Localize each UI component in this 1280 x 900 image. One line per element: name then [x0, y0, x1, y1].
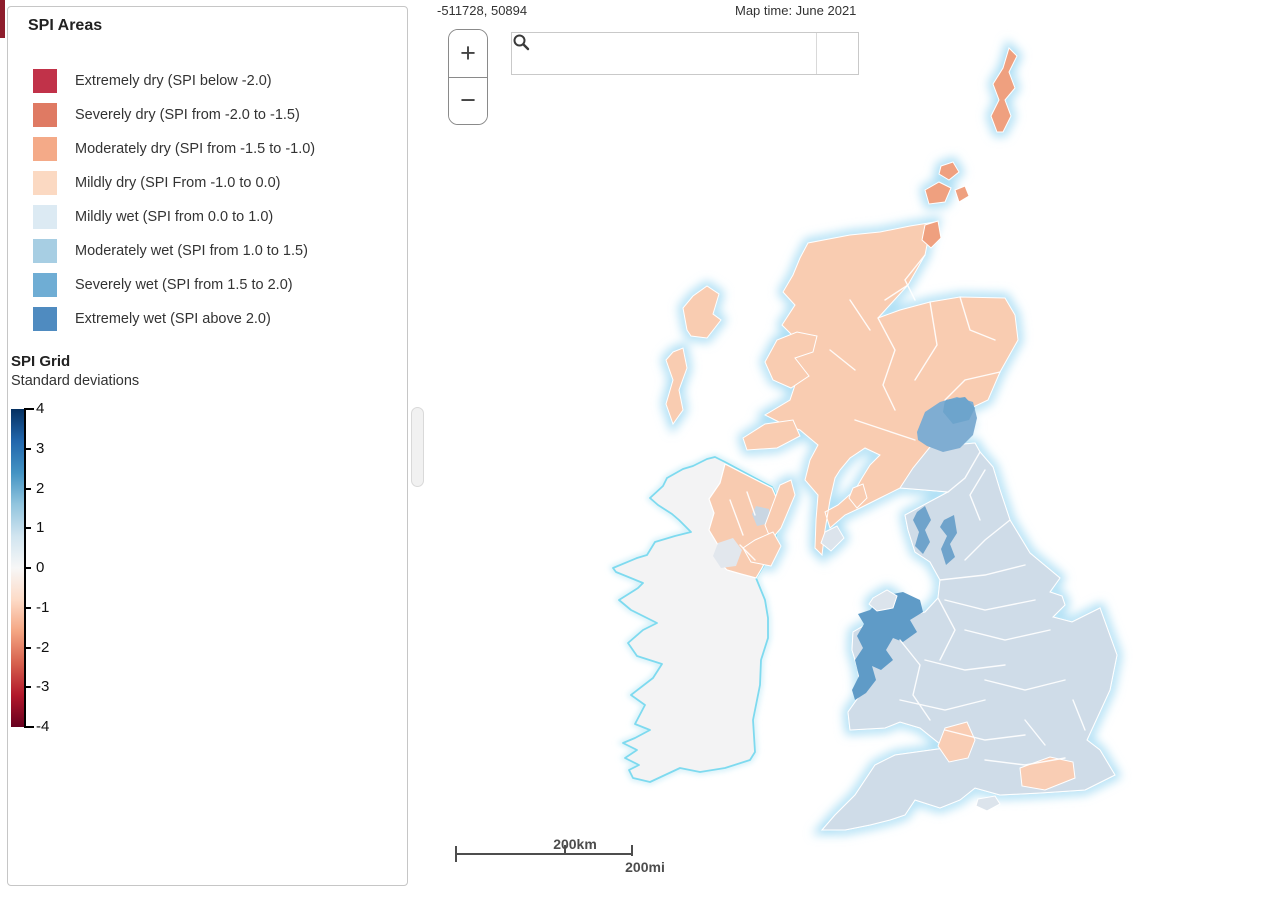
search-input[interactable] [512, 33, 816, 74]
region-fermanagh-patch [713, 538, 742, 568]
colorbar-tick [24, 686, 31, 689]
colorbar-tick-label: -4 [36, 718, 50, 735]
zoom-control: + − [448, 29, 488, 125]
gray-islands [820, 525, 1001, 812]
legend-swatch [33, 239, 57, 263]
map-canvas[interactable]: -511728, 50894 Map time: June 2021 + − 2… [425, 0, 1280, 900]
window-edge-artifact [0, 0, 5, 38]
scale-km-label: 200km [553, 836, 597, 852]
legend-item-label: Mildly wet (SPI from 0.0 to 1.0) [75, 209, 274, 225]
region-wales-coast-wet[interactable] [852, 592, 923, 700]
region-shetland [990, 47, 1018, 133]
legend-swatch [33, 171, 57, 195]
anglesey [868, 589, 898, 612]
legend-item: Extremely dry (SPI below -2.0) [33, 69, 272, 93]
region-orkney [924, 161, 970, 205]
colorbar-tick [24, 646, 31, 649]
zoom-in-button[interactable]: + [449, 30, 487, 78]
spi-grid-title: SPI Grid [11, 353, 71, 370]
map-time-label: Map time: June 2021 [735, 3, 857, 18]
legend-item-label: Moderately wet (SPI from 1.0 to 1.5) [75, 243, 308, 259]
legend-swatch [33, 137, 57, 161]
scale-bar: 200km 200mi [455, 836, 665, 880]
colorbar-tick [24, 447, 31, 450]
colorbar-tick-label: 3 [36, 439, 45, 457]
isle-of-man [820, 525, 845, 552]
scale-mi-label: 200mi [625, 859, 665, 875]
colorbar-tick-label: -2 [36, 638, 50, 656]
colorbar-tick-label: -3 [36, 678, 50, 696]
isle-of-wight [975, 795, 1001, 812]
legend-item-label: Severely wet (SPI from 1.5 to 2.0) [75, 277, 293, 293]
region-borders-wet-dark [943, 397, 975, 424]
legend-item: Extremely wet (SPI above 2.0) [33, 307, 271, 331]
legend-swatch [33, 273, 57, 297]
colorbar-tick-label: 4 [36, 400, 45, 417]
legend-item-label: Extremely wet (SPI above 2.0) [75, 311, 271, 327]
legend-swatch [33, 205, 57, 229]
search-button[interactable] [513, 33, 858, 74]
colorbar-gradient [11, 409, 24, 727]
legend-item-label: Severely dry (SPI from -2.0 to -1.5) [75, 107, 300, 123]
scale-bar-line [455, 853, 633, 855]
zoom-out-button[interactable]: − [449, 77, 487, 124]
legend-swatch [33, 307, 57, 331]
colorbar-tick-label: 1 [36, 519, 45, 537]
colorbar-tick-label: -1 [36, 598, 50, 616]
legend-panel: SPI Areas Extremely dry (SPI below -2.0)… [7, 6, 408, 886]
moderately-dry-islands [921, 47, 1018, 249]
scale-tick-km [564, 845, 566, 854]
legend-item-label: Mildly dry (SPI From -1.0 to 0.0) [75, 175, 281, 191]
colorbar-tick [24, 567, 31, 569]
legend-swatch [33, 69, 57, 93]
region-south-england-dry [937, 721, 1076, 791]
legend-item: Mildly wet (SPI from 0.0 to 1.0) [33, 205, 273, 229]
legend-item-label: Extremely dry (SPI below -2.0) [75, 73, 272, 89]
colorbar-tick [24, 527, 31, 530]
colorbar-tick [24, 726, 34, 728]
county-borders [729, 254, 1086, 766]
legend-swatch [33, 103, 57, 127]
legend-item: Severely dry (SPI from -2.0 to -1.5) [33, 103, 300, 127]
lough-neagh [752, 506, 770, 526]
colorbar-tick [24, 606, 31, 609]
region-lake-district-wet [913, 506, 957, 565]
legend-item-label: Moderately dry (SPI from -1.5 to -1.0) [75, 141, 316, 157]
colorbar-tick [24, 408, 34, 410]
legend-item: Moderately dry (SPI from -1.5 to -1.0) [33, 137, 315, 161]
panel-scrollbar-thumb[interactable] [411, 407, 424, 487]
region-caithness [921, 220, 942, 249]
legend-item: Mildly dry (SPI From -1.0 to 0.0) [33, 171, 280, 195]
spi-grid-subtitle: Standard deviations [11, 373, 140, 389]
colorbar-tick [24, 487, 31, 490]
scale-tick-right [631, 845, 633, 856]
coordinates-readout: -511728, 50894 [437, 3, 528, 18]
legend-item: Severely wet (SPI from 1.5 to 2.0) [33, 273, 293, 297]
legend-item: Moderately wet (SPI from 1.0 to 1.5) [33, 239, 308, 263]
region-england-wales[interactable] [820, 442, 1118, 831]
spi-areas-title: SPI Areas [28, 17, 103, 34]
colorbar-tick-label: 0 [36, 559, 45, 576]
map-svg [609, 39, 1122, 835]
colorbar-tick-label: 2 [36, 479, 45, 497]
scale-tick-left [455, 846, 457, 862]
search-bar [511, 32, 859, 75]
